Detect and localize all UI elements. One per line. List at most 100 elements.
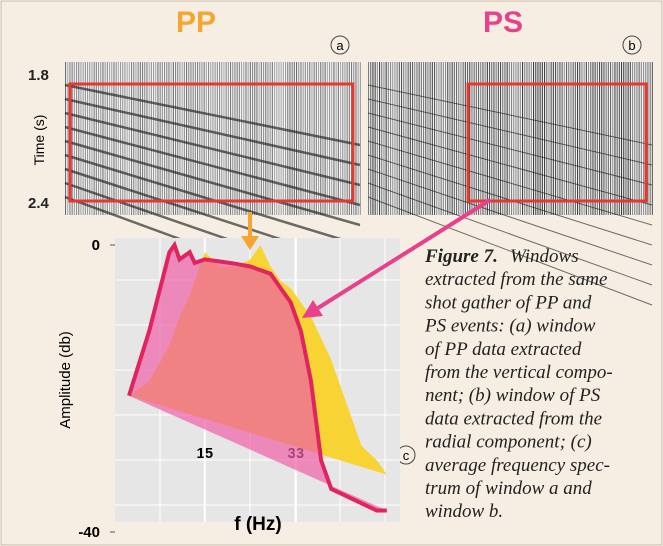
seismic-trace [594,62,596,215]
seismic-trace [506,62,508,215]
seismic-trace [535,62,537,215]
seismic-trace [100,62,102,215]
seismic-trace [557,62,559,215]
seismic-trace [555,62,557,215]
caption-line: Windows [510,246,579,267]
seismic-trace [197,62,199,215]
seismic-trace [159,62,161,215]
seismic-trace [581,62,583,215]
seismic-trace [579,62,581,215]
seismic-trace [302,62,304,215]
seismic-trace [80,62,82,215]
seismic-trace [346,62,348,215]
seismic-trace [504,62,506,215]
caption-line: extracted from the same [425,269,607,290]
seismic-trace [311,62,313,215]
seismic-trace [210,62,212,215]
seismic-trace [431,62,433,215]
caption-line: radial component; (c) [425,432,592,453]
seismic-trace [372,62,374,215]
seismic-trace [335,62,337,215]
seismic-trace [632,62,634,215]
caption-line: nent; (b) window of PS [425,385,601,406]
seismic-trace [592,62,594,215]
seismic-trace [616,62,618,215]
seismic-trace [566,62,568,215]
seismic-trace [517,62,519,215]
seismic-trace [585,62,587,215]
seismic-trace [254,62,256,215]
seismic-trace [458,62,460,215]
seismic-trace [438,62,440,215]
seismic-event [367,196,653,306]
seismic-trace [357,62,359,215]
seismic-trace [519,62,521,215]
caption-line: PS events: (a) window [424,316,596,337]
seismic-trace [387,62,389,215]
seismic-trace [495,62,497,215]
seismic-event [367,112,653,186]
seismic-trace [429,62,431,215]
seismic-trace [296,62,298,215]
seismic-trace [256,62,258,215]
seismic-trace [486,62,488,215]
seismic-trace [577,62,579,215]
seismic-trace [541,62,543,215]
seismic-trace [342,62,344,215]
panel-letter: a [336,38,344,53]
seismic-trace [98,62,100,215]
seismic-trace [124,62,126,215]
seismic-trace [214,62,216,215]
seismic-trace [414,62,416,215]
seismic-trace [126,62,128,215]
seismic-trace [383,62,385,215]
seismic-trace [416,62,418,215]
caption-line: shot gather of PP and [425,292,592,313]
seismic-trace [368,62,370,215]
seismic-trace [249,62,251,215]
seismic-trace [73,62,75,215]
seismic-event [367,182,653,286]
seismic-trace [588,62,590,215]
seismic-trace [120,62,122,215]
seismic-trace [440,62,442,215]
seismic-trace [76,62,78,215]
seismic-trace [128,62,130,215]
seismic-trace [78,62,80,215]
seismic-trace [574,62,576,215]
seismic-trace [423,62,425,215]
time-tick: 2.4 [28,195,50,212]
seismic-trace [190,62,192,215]
seismic-trace [533,62,535,215]
seismic-trace [374,62,376,215]
seismic-trace [484,62,486,215]
seismic-trace [274,62,276,215]
seismic-trace [563,62,565,215]
seismic-trace [651,62,653,215]
seismic-trace [473,62,475,215]
seismic-trace [528,62,530,215]
seismic-trace [113,62,115,215]
seismic-trace [208,62,210,215]
seismic-trace [427,62,429,215]
seismic-trace [451,62,453,215]
window-box [68,82,355,203]
spectrum-plot: 0-401533f (Hz)Amplitude (db) [57,237,400,541]
seismic-trace [453,62,455,215]
seismic-trace [379,62,381,215]
caption-line: of PP data extracted [425,339,582,360]
panel-letter: c [403,448,410,463]
seismic-trace [137,62,139,215]
seismic-trace [394,62,396,215]
seismic-trace [508,62,510,215]
seismic-trace [71,62,73,215]
caption-line: trum of window a and [425,478,592,499]
seismic-trace [475,62,477,215]
seismic-trace [376,62,378,215]
seismic-trace [447,62,449,215]
seismic-trace [157,62,159,215]
seismic-trace [146,62,148,215]
seismic-trace [649,62,651,215]
seismic-trace [572,62,574,215]
seismic-event [367,126,653,206]
